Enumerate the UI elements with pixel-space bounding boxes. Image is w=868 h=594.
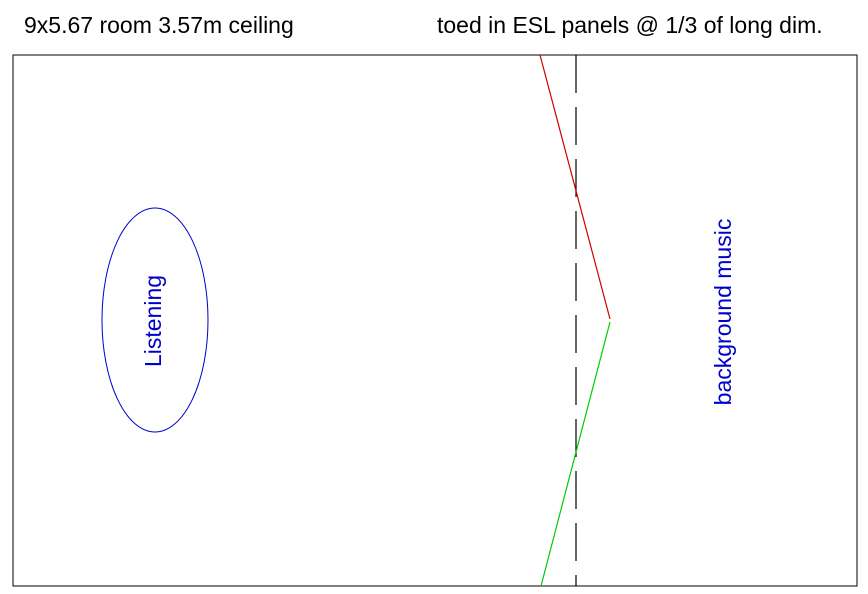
esl-panel-upper-line	[539, 54, 611, 320]
room-dimensions-title: 9x5.67 room 3.57m ceiling	[24, 12, 294, 38]
esl-panel-lower-line	[540, 321, 611, 587]
listening-zone-label: Listening	[140, 275, 166, 367]
listening-zone-ellipse	[101, 207, 209, 433]
background-music-label: background music	[710, 219, 736, 406]
room-outline	[12, 54, 858, 587]
panel-placement-title: toed in ESL panels @ 1/3 of long dim.	[437, 12, 823, 38]
